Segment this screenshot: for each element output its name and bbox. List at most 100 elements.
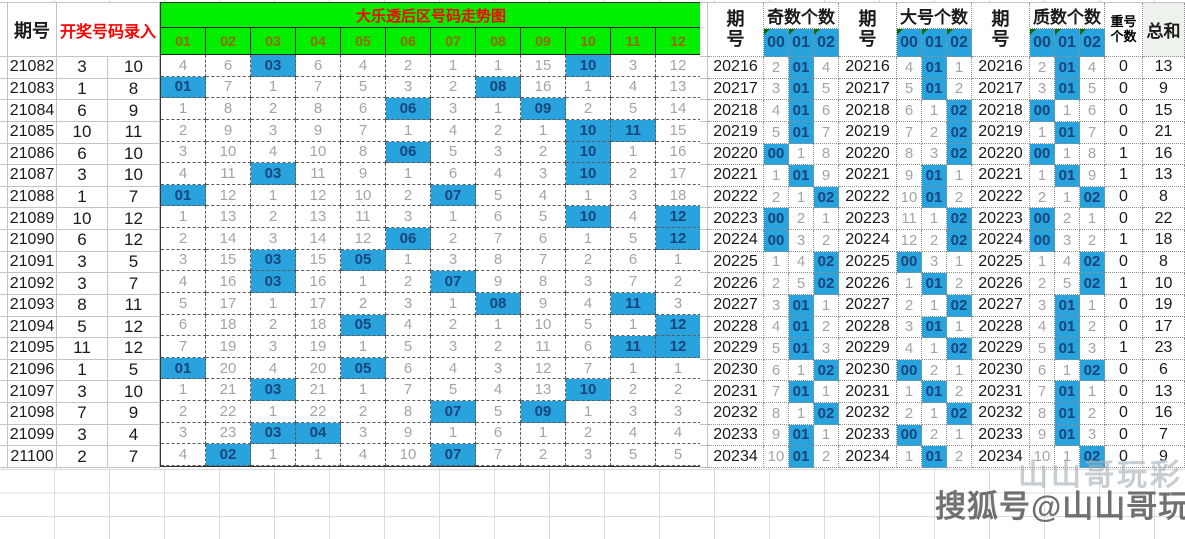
trend-miss-cell[interactable]: 3 — [566, 271, 611, 293]
trend-hit-cell[interactable]: 10 — [566, 55, 611, 77]
stats-period-cell[interactable]: 20220 — [972, 143, 1030, 166]
trend-column-header[interactable]: 05 — [341, 28, 386, 55]
stats-period-cell[interactable]: 20227 — [708, 294, 764, 317]
trend-miss-cell[interactable]: 5 — [341, 76, 386, 99]
corner-cell[interactable] — [0, 3, 8, 57]
trend-miss-cell[interactable]: 2 — [341, 401, 386, 423]
drawn-number-1-cell[interactable]: 3 — [57, 381, 108, 403]
trend-hit-cell[interactable]: 04 — [296, 422, 341, 445]
gap-cell[interactable] — [700, 359, 708, 382]
trend-miss-cell[interactable]: 3 — [431, 98, 476, 120]
odd-count-cell[interactable]: 4 — [789, 251, 814, 274]
repeat-count-cell[interactable]: 0 — [1105, 100, 1143, 122]
odd-count-hit-cell[interactable]: 01 — [789, 100, 814, 122]
trend-miss-cell[interactable]: 1 — [386, 249, 431, 272]
big-count-hit-cell[interactable]: 00 — [897, 359, 922, 382]
stats-period-cell[interactable]: 20233 — [839, 424, 897, 447]
prime-count-cell[interactable]: 3 — [1080, 424, 1105, 447]
prime-count-cell[interactable]: 10 — [1030, 446, 1055, 468]
drawn-number-2-cell[interactable]: 12 — [108, 208, 160, 230]
trend-miss-cell[interactable]: 6 — [431, 163, 476, 185]
stats-period-cell[interactable]: 20226 — [708, 273, 764, 295]
trend-miss-cell[interactable]: 9 — [476, 271, 521, 293]
trend-hit-cell[interactable]: 10 — [566, 163, 611, 185]
trend-miss-cell[interactable]: 1 — [431, 206, 476, 228]
trend-miss-cell[interactable]: 1 — [566, 76, 611, 99]
repeat-count-cell[interactable]: 0 — [1105, 359, 1143, 382]
odd-count-cell[interactable]: 2 — [814, 230, 839, 252]
trend-miss-cell[interactable]: 11 — [521, 336, 566, 358]
prime-count-hit-cell[interactable]: 01 — [1055, 381, 1080, 403]
trend-miss-cell[interactable]: 6 — [341, 98, 386, 120]
trend-miss-cell[interactable]: 7 — [611, 271, 656, 293]
big-count-hit-cell[interactable]: 01 — [922, 316, 947, 339]
trend-miss-cell[interactable]: 23 — [206, 422, 251, 445]
big-count-hit-cell[interactable]: 01 — [922, 273, 947, 295]
odd-count-hit-cell[interactable]: 01 — [789, 381, 814, 403]
trend-hit-cell[interactable]: 11 — [611, 292, 656, 315]
prime-count-cell[interactable]: 1 — [1080, 294, 1105, 317]
trend-miss-cell[interactable]: 6 — [521, 228, 566, 250]
trend-miss-cell[interactable]: 9 — [521, 292, 566, 315]
drawn-number-2-cell[interactable]: 12 — [108, 338, 160, 360]
trend-miss-cell[interactable]: 3 — [476, 141, 521, 164]
trend-miss-cell[interactable]: 4 — [161, 55, 206, 77]
odd-count-hit-cell[interactable]: 01 — [789, 316, 814, 339]
gap-cell[interactable] — [700, 143, 708, 166]
stats-period-cell[interactable]: 20221 — [972, 165, 1030, 187]
prime-count-cell[interactable]: 1 — [1055, 446, 1080, 468]
trend-miss-cell[interactable]: 4 — [431, 119, 476, 142]
big-count-hit-cell[interactable]: 02 — [947, 294, 972, 317]
trend-hit-cell[interactable]: 08 — [476, 76, 521, 99]
trend-miss-cell[interactable]: 2 — [656, 271, 701, 293]
sum-cell[interactable]: 21 — [1143, 121, 1185, 144]
row-margin-cell[interactable] — [0, 143, 8, 166]
sum-cell[interactable]: 17 — [1143, 316, 1185, 339]
gap-cell[interactable] — [700, 100, 708, 122]
sum-cell[interactable]: 9 — [1143, 78, 1185, 101]
prime-count-hit-cell[interactable]: 00 — [1030, 208, 1055, 230]
repeat-count-cell[interactable]: 0 — [1105, 121, 1143, 144]
odd-count-cell[interactable]: 1 — [789, 143, 814, 166]
big-count-cell[interactable]: 2 — [897, 403, 922, 425]
stats-subcolumn-header[interactable]: 00 — [764, 29, 789, 57]
trend-miss-cell[interactable]: 6 — [611, 249, 656, 272]
trend-miss-cell[interactable]: 4 — [656, 422, 701, 445]
trend-miss-cell[interactable]: 1 — [566, 401, 611, 423]
big-count-cell[interactable]: 1 — [947, 316, 972, 339]
trend-miss-cell[interactable]: 3 — [611, 401, 656, 423]
trend-miss-cell[interactable]: 12 — [341, 228, 386, 250]
odd-count-hit-cell[interactable]: 02 — [814, 403, 839, 425]
trend-miss-cell[interactable]: 3 — [566, 444, 611, 466]
stats-period-cell[interactable]: 20230 — [839, 359, 897, 382]
stats-period-cell[interactable]: 20222 — [972, 186, 1030, 209]
repeat-count-cell[interactable]: 0 — [1105, 78, 1143, 101]
prime-count-cell[interactable]: 3 — [1030, 78, 1055, 101]
trend-miss-cell[interactable]: 4 — [251, 357, 296, 380]
stats-period-cell[interactable]: 20217 — [708, 78, 764, 101]
period-cell[interactable]: 21093 — [8, 294, 57, 317]
prime-count-cell[interactable]: 1 — [1080, 208, 1105, 230]
repeat-count-cell[interactable]: 0 — [1105, 208, 1143, 230]
odd-count-cell[interactable]: 4 — [764, 316, 789, 339]
trend-miss-cell[interactable]: 3 — [251, 228, 296, 250]
trend-miss-cell[interactable]: 3 — [251, 119, 296, 142]
period-cell[interactable]: 21091 — [8, 251, 57, 274]
trend-miss-cell[interactable]: 3 — [656, 401, 701, 423]
trend-miss-cell[interactable]: 18 — [206, 314, 251, 337]
big-count-cell[interactable]: 1 — [947, 359, 972, 382]
sum-cell[interactable]: 16 — [1143, 143, 1185, 166]
trend-miss-cell[interactable]: 2 — [656, 379, 701, 401]
sum-cell[interactable]: 8 — [1143, 186, 1185, 209]
trend-hit-cell[interactable]: 10 — [566, 141, 611, 164]
sum-cell[interactable]: 10 — [1143, 273, 1185, 295]
prime-count-hit-cell[interactable]: 01 — [1055, 403, 1080, 425]
trend-miss-cell[interactable]: 18 — [296, 314, 341, 337]
stats-period-cell[interactable]: 20223 — [708, 208, 764, 230]
trend-column-header[interactable]: 01 — [161, 28, 206, 55]
drawn-number-2-cell[interactable]: 5 — [108, 251, 160, 274]
trend-hit-cell[interactable]: 03 — [251, 249, 296, 272]
odd-count-cell[interactable]: 1 — [764, 251, 789, 274]
trend-miss-cell[interactable]: 16 — [296, 271, 341, 293]
prime-count-hit-cell[interactable]: 01 — [1055, 316, 1080, 339]
